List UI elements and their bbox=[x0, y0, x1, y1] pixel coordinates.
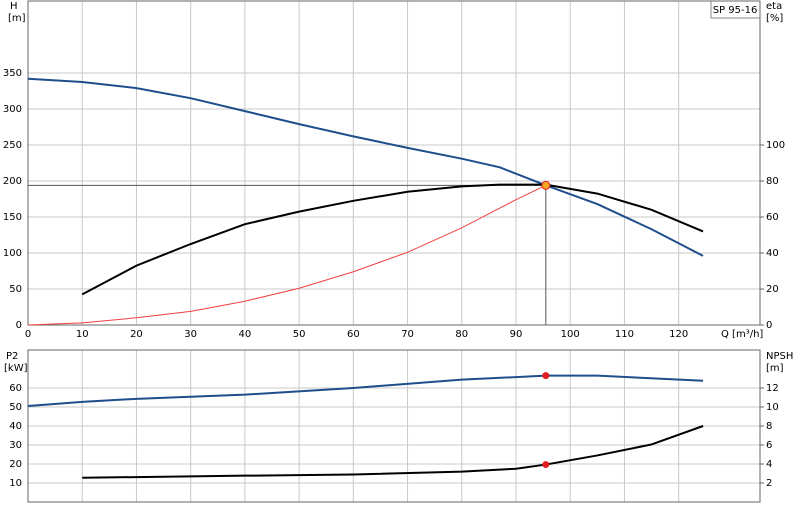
y-tick-label: 350 bbox=[3, 68, 22, 79]
x-tick-label: 80 bbox=[455, 329, 468, 340]
y2-tick-label: 0 bbox=[766, 320, 772, 331]
x-tick-label: 10 bbox=[76, 329, 89, 340]
y-tick-label: 200 bbox=[3, 176, 22, 187]
x-label: Q [m³/h] bbox=[721, 329, 763, 340]
curve bbox=[27, 374, 704, 408]
y2-tick-label: 4 bbox=[766, 459, 772, 470]
x-tick-label: 20 bbox=[130, 329, 143, 340]
y-unit: [kW] bbox=[4, 363, 28, 374]
x-tick-label: 30 bbox=[184, 329, 197, 340]
y2-unit: [m] bbox=[766, 363, 784, 374]
y2-tick-label: 80 bbox=[766, 176, 779, 187]
y-tick-label: 50 bbox=[9, 402, 22, 413]
y-tick-label: 100 bbox=[3, 248, 22, 259]
x-tick-label: 70 bbox=[401, 329, 414, 340]
y-tick-label: 0 bbox=[16, 320, 22, 331]
y2-tick-label: 100 bbox=[766, 140, 785, 151]
y-tick-label: 150 bbox=[3, 212, 22, 223]
y-tick-label: 20 bbox=[9, 459, 22, 470]
curve bbox=[81, 183, 704, 296]
y-tick-label: 40 bbox=[9, 421, 22, 432]
curve bbox=[82, 425, 704, 479]
curve bbox=[27, 184, 547, 326]
y2-label: eta bbox=[766, 1, 782, 12]
curve bbox=[27, 77, 704, 257]
x-tick-label: 100 bbox=[561, 329, 580, 340]
x-tick-label: 60 bbox=[347, 329, 360, 340]
y2-tick-label: 20 bbox=[766, 284, 779, 295]
y-tick-label: 10 bbox=[9, 478, 22, 489]
y2-tick-label: 8 bbox=[766, 421, 772, 432]
y2-unit: [%] bbox=[766, 13, 783, 24]
operating-point bbox=[541, 180, 551, 190]
y2-tick-label: 40 bbox=[766, 248, 779, 259]
operating-point bbox=[542, 461, 550, 469]
y-tick-label: 300 bbox=[3, 104, 22, 115]
x-tick-label: 110 bbox=[615, 329, 634, 340]
y2-label: NPSH bbox=[766, 351, 793, 362]
plot-frame bbox=[27, 0, 761, 326]
y-unit: [m] bbox=[8, 13, 26, 24]
x-tick-label: 40 bbox=[239, 329, 252, 340]
y-tick-label: 250 bbox=[3, 140, 22, 151]
x-tick-label: 50 bbox=[293, 329, 306, 340]
y-tick-label: 50 bbox=[9, 284, 22, 295]
x-tick-label: 120 bbox=[669, 329, 688, 340]
x-tick-label: 0 bbox=[25, 329, 31, 340]
y-label: P2 bbox=[6, 351, 18, 362]
y-label: H bbox=[10, 1, 18, 12]
y-tick-label: 60 bbox=[9, 383, 22, 394]
y2-tick-label: 60 bbox=[766, 212, 779, 223]
y2-tick-label: 10 bbox=[766, 402, 779, 413]
x-tick-label: 90 bbox=[510, 329, 523, 340]
y2-tick-label: 12 bbox=[766, 383, 779, 394]
y-tick-label: 30 bbox=[9, 440, 22, 451]
y2-tick-label: 6 bbox=[766, 440, 772, 451]
y2-tick-label: 2 bbox=[766, 478, 772, 489]
chart-title: SP 95-16 bbox=[713, 5, 758, 16]
operating-point bbox=[542, 372, 550, 380]
